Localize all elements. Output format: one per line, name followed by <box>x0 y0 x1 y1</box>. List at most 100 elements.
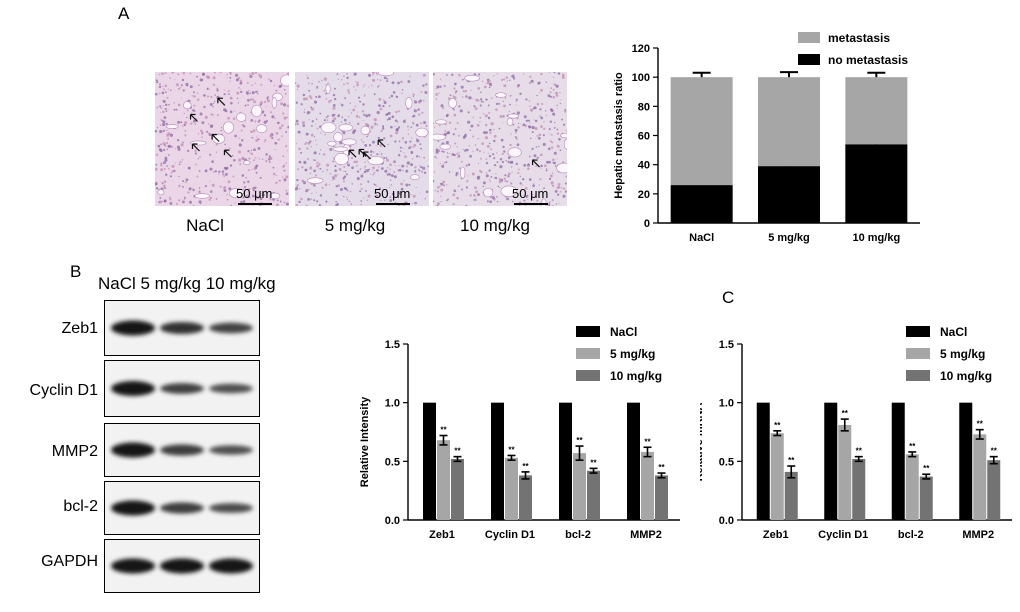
y-axis-title: Relative mRNA <box>700 403 705 482</box>
significance-marker: ** <box>576 436 583 445</box>
significance-marker: ** <box>842 409 849 418</box>
significance-marker: ** <box>774 421 781 430</box>
y-tick-label: 0.5 <box>385 456 400 468</box>
legend-swatch-no-metastasis <box>798 54 820 65</box>
bar-nacl-zeb1 <box>756 402 770 520</box>
y-tick-label: 1.5 <box>385 339 400 351</box>
arrow-icon <box>191 143 200 152</box>
y-tick-label: 1.5 <box>719 339 734 351</box>
x-tick-label: Zeb1 <box>429 529 455 541</box>
blot-band-2 <box>160 502 204 514</box>
condition-label-5mg: 5 mg/kg <box>324 216 386 235</box>
blot-label-mmp2: MMP2 <box>51 443 98 460</box>
y-tick-label: 20 <box>638 189 650 201</box>
x-tick-label: 5 mg/kg <box>768 232 810 244</box>
x-tick-label: MMP2 <box>962 529 994 541</box>
bar-5-mg-kg-zeb1 <box>437 440 450 520</box>
scale-bar-label-1: 50 μm <box>236 186 273 201</box>
x-tick-label: Cyclin D1 <box>818 529 868 541</box>
significance-marker: ** <box>788 456 795 465</box>
bar-10-mg-kg-zeb1 <box>784 471 798 520</box>
panel-letter-c: C <box>722 288 735 307</box>
scale-bar-2 <box>376 203 410 205</box>
error-bar-5-mg-kg-cyclin-d1 <box>507 454 516 461</box>
x-tick-label: Zeb1 <box>763 529 789 541</box>
y-tick-label: 0.5 <box>719 456 734 468</box>
bar-metastasis-5-mg-kg <box>758 77 820 167</box>
scale-bar-3 <box>514 203 548 205</box>
panel-letter-a: A <box>118 4 130 23</box>
error-bar-metastasis-5-mg-kg <box>780 71 798 78</box>
error-bar-5-mg-kg-zeb1 <box>773 430 782 437</box>
relative-intensity-chart: 0.0 0.5 1.0 1.5 Relative Intensity ** ** Zeb1 **… <box>360 325 680 541</box>
blot-label-cyclin-d1: Cyclin D1 <box>29 382 98 399</box>
legend: NaCl 5 mg/kg 10 mg/kg <box>576 325 662 383</box>
bar-5-mg-kg-cyclin-d1 <box>505 457 518 520</box>
error-bar-10-mg-kg-zeb1 <box>787 465 796 479</box>
error-bar-10-mg-kg-mmp2 <box>989 455 998 465</box>
error-bar-5-mg-kg-cyclin-d1 <box>840 418 849 432</box>
bar-nacl-zeb1 <box>423 402 436 520</box>
legend-swatch-10-mg-kg <box>906 370 930 381</box>
histology-texture <box>433 72 567 206</box>
bar-5-mg-kg-bcl-2 <box>573 453 586 520</box>
blot-band-2 <box>160 321 204 335</box>
significance-marker: ** <box>454 447 461 456</box>
bar-nacl-mmp2 <box>959 402 973 520</box>
error-bar-5-mg-kg-zeb1 <box>439 434 448 446</box>
blot-band-3 <box>209 558 253 574</box>
blot-strip-bcl2 <box>104 481 260 535</box>
legend-swatch-nacl <box>906 326 930 337</box>
error-bar-metastasis-10-mg-kg <box>867 71 886 78</box>
blot-lane-header: NaCl 5 mg/kg 10 mg/kg <box>98 274 276 293</box>
x-tick-label: Cyclin D1 <box>485 529 535 541</box>
bar-nacl-cyclin-d1 <box>824 402 838 520</box>
error-bar-5-mg-kg-mmp2 <box>643 446 652 458</box>
histology-image-nacl <box>155 72 289 206</box>
significance-marker: ** <box>658 463 665 472</box>
y-tick-label: 1.0 <box>719 398 734 410</box>
bar-nacl-mmp2 <box>627 402 640 520</box>
arrow-icon <box>223 149 232 158</box>
error-bar-metastasis-nacl <box>692 71 711 78</box>
significance-marker: ** <box>923 464 930 473</box>
y-tick-label: 0.0 <box>719 515 734 527</box>
y-tick-label: 80 <box>638 101 650 113</box>
blot-label-gapdh: GAPDH <box>41 553 98 570</box>
histology-image-5mg <box>295 72 429 206</box>
y-axis-title: Relative Intensity <box>360 396 371 487</box>
blot-band-1 <box>111 442 155 458</box>
blot-band-3 <box>209 383 253 394</box>
bar-no-metastasis-5-mg-kg <box>758 166 820 223</box>
significance-marker: ** <box>508 445 515 454</box>
bar-10-mg-kg-mmp2 <box>987 460 1001 520</box>
blot-band-3 <box>209 445 253 455</box>
bar-no-metastasis-nacl <box>670 185 733 223</box>
y-tick-label: 60 <box>638 131 650 143</box>
y-tick-label: 120 <box>632 43 650 55</box>
bar-metastasis-10-mg-kg <box>845 77 908 145</box>
error-bar-10-mg-kg-cyclin-d1 <box>854 455 863 463</box>
x-tick-label: NaCl <box>689 232 714 244</box>
bar-5-mg-kg-bcl-2 <box>905 454 919 520</box>
histology-image-10mg <box>433 72 567 206</box>
arrow-icon <box>348 149 357 158</box>
legend-swatch-5-mg-kg <box>576 348 600 359</box>
blot-strip-zeb1 <box>104 300 260 356</box>
metastasis-ratio-chart: 0 20 40 60 80 100 120 Hepatic metastasis ratio N… <box>613 31 920 244</box>
arrow-annotations <box>531 159 541 168</box>
legend-label-no-metastasis: no metastasis <box>828 53 908 67</box>
blot-band-3 <box>209 503 253 513</box>
significance-marker: ** <box>590 458 597 467</box>
x-tick-label: bcl-2 <box>565 529 591 541</box>
y-tick-label: 1.0 <box>385 398 400 410</box>
error-bar-10-mg-kg-cyclin-d1 <box>521 471 530 480</box>
bar-10-mg-kg-bcl-2 <box>587 470 600 520</box>
blot-band-3 <box>209 322 253 334</box>
scale-bar-1 <box>238 203 272 205</box>
bar-5-mg-kg-mmp2 <box>973 434 987 520</box>
bar-10-mg-kg-cyclin-d1 <box>852 458 866 520</box>
significance-marker: ** <box>644 437 651 446</box>
bar-10-mg-kg-zeb1 <box>451 458 464 520</box>
legend-label-10-mg-kg: 10 mg/kg <box>940 369 992 383</box>
